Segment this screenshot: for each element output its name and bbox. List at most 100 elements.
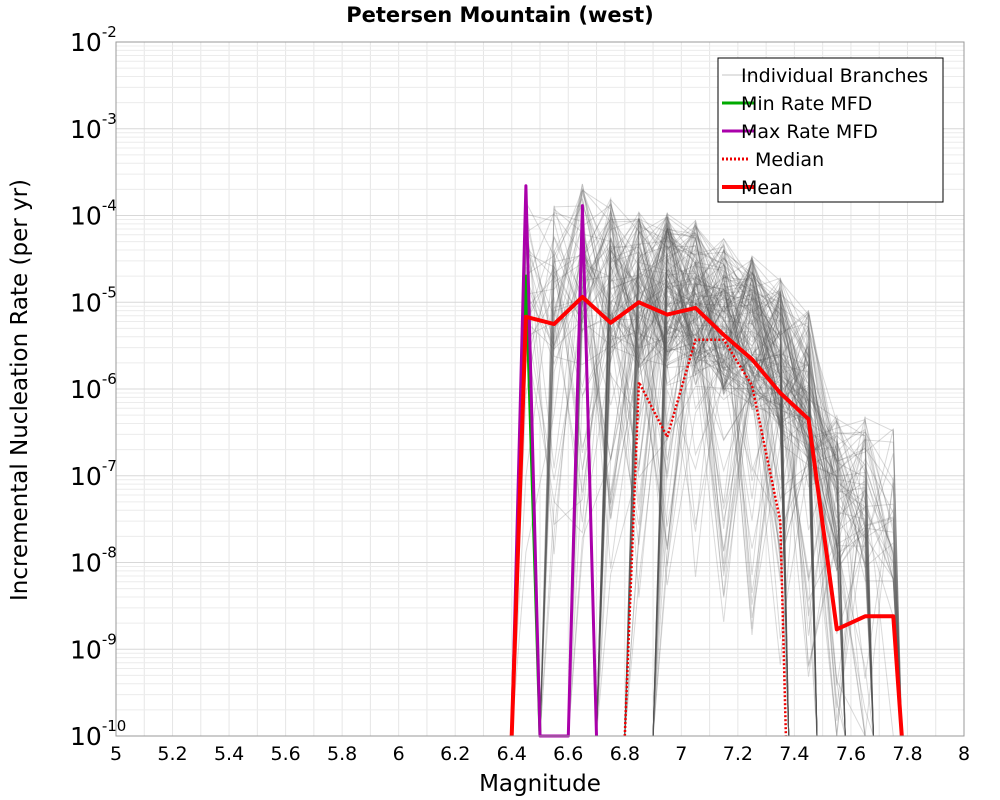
y-tick-labels: 10-2 10-3 10-4 10-5 10-6 10-7 10-8 10-9 10-10 — [70, 23, 126, 751]
legend: Individual Branches Min Rate MFD Max Rate … — [717, 57, 944, 203]
branch-line — [596, 204, 818, 737]
branch-line — [511, 272, 846, 737]
branch-line — [652, 276, 818, 737]
x-tick-label: 7.2 — [723, 743, 753, 765]
branch-line — [652, 227, 818, 737]
branch-line — [652, 221, 903, 737]
branch-line — [624, 241, 903, 737]
branch-line — [539, 198, 818, 737]
branch-line — [567, 233, 790, 737]
branch-line — [596, 257, 846, 737]
branch-line — [567, 263, 874, 737]
x-tick-label: 5.2 — [157, 743, 187, 765]
branch-line — [624, 320, 790, 737]
branch-line — [511, 227, 818, 737]
x-tick-label: 5 — [110, 743, 122, 765]
legend-label: Mean — [741, 177, 793, 199]
branch-line — [652, 273, 903, 737]
legend-box — [717, 57, 944, 203]
branch-line — [539, 196, 790, 737]
branch-line — [652, 245, 874, 737]
legend-label: Individual Branches — [741, 65, 928, 87]
x-tick-label: 7 — [675, 743, 687, 765]
branch-line — [596, 223, 818, 737]
branch-line — [624, 215, 874, 737]
branch-line — [596, 222, 903, 737]
branch-line — [539, 196, 874, 737]
individual-branches — [511, 183, 903, 737]
branch-line — [511, 190, 874, 737]
branch-line — [652, 222, 874, 737]
branch-line — [596, 249, 790, 737]
branch-line — [539, 192, 903, 737]
branch-line — [652, 232, 903, 737]
x-tick-label: 6.4 — [497, 743, 527, 765]
branch-line — [652, 297, 790, 737]
legend-label: Min Rate MFD — [741, 93, 872, 115]
branch-line — [652, 222, 790, 737]
branch-line — [652, 228, 818, 737]
branch-line — [539, 184, 790, 737]
branch-line — [596, 265, 874, 737]
branch-line — [596, 278, 790, 737]
branch-line — [652, 257, 790, 737]
y-tick-label: 10-6 — [70, 370, 117, 404]
branch-line — [652, 279, 874, 737]
branch-line — [652, 296, 846, 737]
branch-line — [624, 244, 874, 737]
branch-line — [652, 288, 874, 737]
branch-line — [567, 249, 903, 737]
branch-line — [539, 183, 818, 737]
y-tick-label: 10-4 — [70, 197, 117, 231]
plot-frame — [115, 41, 965, 737]
x-tick-label: 7.8 — [892, 743, 922, 765]
branch-line — [567, 259, 790, 737]
y-tick-label: 10-9 — [70, 630, 117, 664]
branch-line — [596, 234, 790, 737]
branch-line — [596, 241, 903, 737]
branch-line — [596, 248, 790, 737]
branch-line — [652, 261, 818, 737]
branch-line — [511, 207, 790, 737]
y-tick-label: 10-5 — [70, 283, 117, 317]
branch-line — [511, 211, 846, 737]
branch-line — [511, 213, 846, 737]
branch-line — [539, 208, 903, 737]
branch-line — [511, 200, 790, 737]
y-tick-label: 10-10 — [70, 717, 126, 751]
y-tick-label: 10-2 — [70, 23, 117, 57]
branch-line — [624, 220, 818, 737]
branch-line — [596, 212, 874, 737]
branch-line — [567, 229, 846, 737]
branch-line — [596, 230, 818, 737]
branch-line — [511, 189, 903, 737]
branch-line — [624, 228, 874, 737]
branch-line — [567, 268, 874, 737]
branch-line — [624, 266, 790, 737]
branch-line — [511, 275, 846, 737]
branch-line — [539, 243, 874, 737]
branch-line — [539, 227, 790, 737]
x-tick-label: 6.6 — [553, 743, 583, 765]
branch-line — [624, 270, 903, 737]
branch-line — [567, 223, 874, 737]
x-tick-label: 6.8 — [610, 743, 640, 765]
branch-line — [567, 222, 903, 737]
branch-line — [596, 237, 818, 737]
branch-line — [596, 274, 874, 737]
x-tick-label: 5.4 — [214, 743, 244, 765]
branch-line — [624, 229, 903, 737]
branch-line — [539, 209, 874, 737]
branch-line — [596, 212, 846, 737]
branch-line — [567, 229, 903, 737]
branch-line — [567, 199, 903, 737]
branch-line — [539, 215, 790, 737]
branch-line — [624, 213, 790, 737]
series-line-mean — [509, 295, 904, 737]
branch-line — [511, 266, 790, 737]
branch-line — [511, 212, 818, 737]
branch-line — [596, 240, 903, 737]
branch-line — [567, 254, 846, 737]
branch-line — [624, 274, 903, 737]
branch-line — [652, 279, 874, 737]
